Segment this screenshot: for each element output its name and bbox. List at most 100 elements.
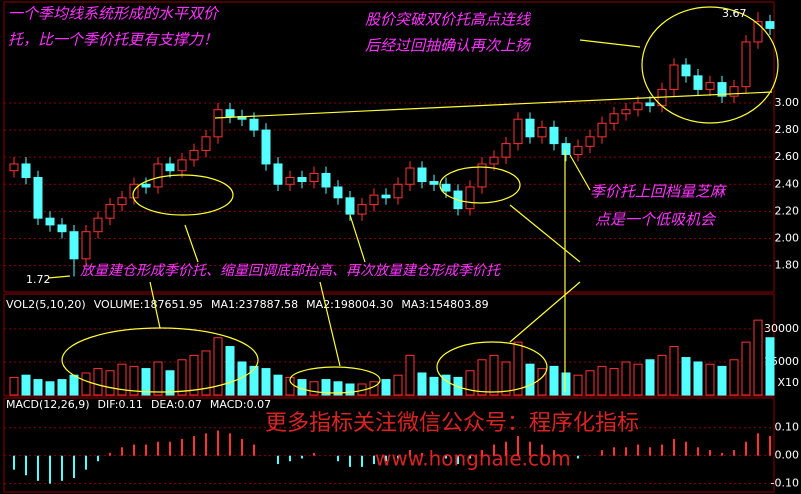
arrow <box>149 281 161 329</box>
candle-body <box>33 176 43 219</box>
volume-bar <box>561 372 571 396</box>
candle-body <box>357 204 367 215</box>
candle-body <box>429 181 439 185</box>
volume-bar <box>381 379 391 396</box>
ellipse <box>439 166 521 204</box>
candle-body <box>225 109 235 118</box>
y-tick-label: 2.20 <box>775 204 800 217</box>
ellipse <box>289 366 381 394</box>
y-tick-label: -0.10 <box>771 477 799 490</box>
candle-body <box>417 167 427 183</box>
y-tick-label: 0.10 <box>775 421 800 434</box>
volume-bar <box>369 381 379 396</box>
volume-bar <box>105 370 115 396</box>
volume-bar <box>573 374 583 396</box>
candle-body <box>405 167 415 185</box>
candle-body <box>297 176 307 183</box>
volume-bar <box>513 341 523 396</box>
volume-bar <box>705 363 715 396</box>
volume-bar <box>33 379 43 396</box>
candle-body <box>153 163 163 188</box>
volume-bar <box>585 370 595 396</box>
candle-body <box>369 194 379 206</box>
volume-bar <box>81 372 91 396</box>
volume-bar <box>657 354 667 396</box>
arrow <box>349 214 366 263</box>
volume-bar <box>285 376 295 396</box>
candle-body <box>9 163 19 172</box>
volume-bar <box>321 379 331 396</box>
data-label: 3.67 <box>722 7 747 20</box>
volume-bar <box>117 363 127 396</box>
volume-bar <box>525 363 535 396</box>
candle-body <box>765 21 775 29</box>
volume-bar <box>405 354 415 396</box>
note: 一个季均线系统形成的水平双价 <box>8 5 220 23</box>
candle-body <box>141 183 151 188</box>
candle-body <box>681 64 691 77</box>
volume-bar <box>477 359 487 396</box>
volume-bar <box>45 381 55 396</box>
volume-bar <box>273 374 283 396</box>
candle-body <box>477 163 487 188</box>
volume-bar <box>9 376 19 396</box>
candle-body <box>261 129 271 165</box>
candle-body <box>93 217 103 233</box>
y-tick-label: 1.80 <box>775 259 800 272</box>
volume-bar <box>93 368 103 396</box>
candle-body <box>621 109 631 115</box>
volume-bar <box>645 359 655 396</box>
candle-body <box>45 217 55 226</box>
volume-bar <box>333 381 343 396</box>
y-tick-label: 3.00 <box>775 96 800 109</box>
candle-body <box>117 197 127 206</box>
panel-header: MACD(12,26,9) <box>6 398 90 411</box>
note: 股价突破双价托高点连线 <box>365 11 532 29</box>
candle-body <box>441 183 451 192</box>
support-line <box>214 91 773 119</box>
candle-body <box>345 197 355 215</box>
volume-bar <box>693 361 703 396</box>
candle-body <box>669 64 679 90</box>
volume-bar <box>753 319 763 396</box>
y-tick-label: 2.80 <box>775 123 800 136</box>
volume-bar <box>501 361 511 396</box>
candle-body <box>189 149 199 161</box>
volume-bar <box>729 359 739 396</box>
note: 点是一个低吸机会 <box>595 211 717 229</box>
volume-bar <box>669 346 679 396</box>
y-tick-label: 2.00 <box>775 231 800 244</box>
candle-body <box>561 143 571 155</box>
candle-body <box>81 231 91 260</box>
ellipse <box>641 6 779 124</box>
candle-body <box>321 172 331 188</box>
candle-body <box>57 224 67 233</box>
volume-bar <box>141 368 151 396</box>
volume-bar <box>309 381 319 396</box>
candle-body <box>249 118 259 131</box>
volume-bar <box>417 372 427 396</box>
candle-body <box>273 163 283 185</box>
arrow <box>509 204 581 263</box>
volume-bar <box>549 365 559 396</box>
panel-header: DIF:0.11 <box>98 398 143 411</box>
arrow <box>569 154 591 191</box>
volume-bar <box>741 341 751 396</box>
panel-header: MACD:0.07 <box>210 398 271 411</box>
volume-bar <box>681 357 691 396</box>
volume-bar <box>345 383 355 396</box>
y-tick-label: 30000 <box>764 322 799 335</box>
candle-body <box>753 21 763 43</box>
candle-body <box>465 186 475 210</box>
volume-bar <box>69 374 79 396</box>
candle-body <box>717 82 727 97</box>
volume-bar <box>633 363 643 396</box>
candle-body <box>609 113 619 124</box>
volume-bar <box>213 337 223 396</box>
candle-body <box>705 82 715 90</box>
annotation-shapes <box>47 6 779 394</box>
candle-body <box>597 122 607 138</box>
volume-bar <box>429 376 439 396</box>
volume-bar <box>237 361 247 396</box>
